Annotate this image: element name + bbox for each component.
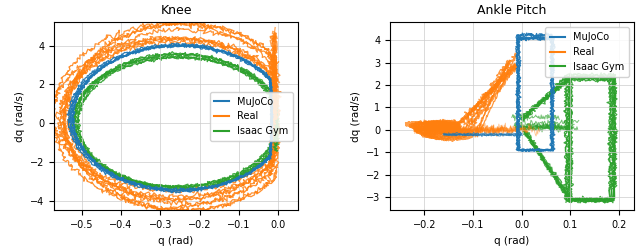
Title: Ankle Pitch: Ankle Pitch [477,4,547,17]
Legend: MuJoCo, Real, Isaac Gym: MuJoCo, Real, Isaac Gym [209,92,293,141]
Title: Knee: Knee [161,4,192,17]
Y-axis label: dq (rad/s): dq (rad/s) [15,91,25,142]
X-axis label: q (rad): q (rad) [494,236,529,246]
Legend: MuJoCo, Real, Isaac Gym: MuJoCo, Real, Isaac Gym [545,27,628,77]
Y-axis label: dq (rad/s): dq (rad/s) [351,91,360,142]
X-axis label: q (rad): q (rad) [159,236,194,246]
